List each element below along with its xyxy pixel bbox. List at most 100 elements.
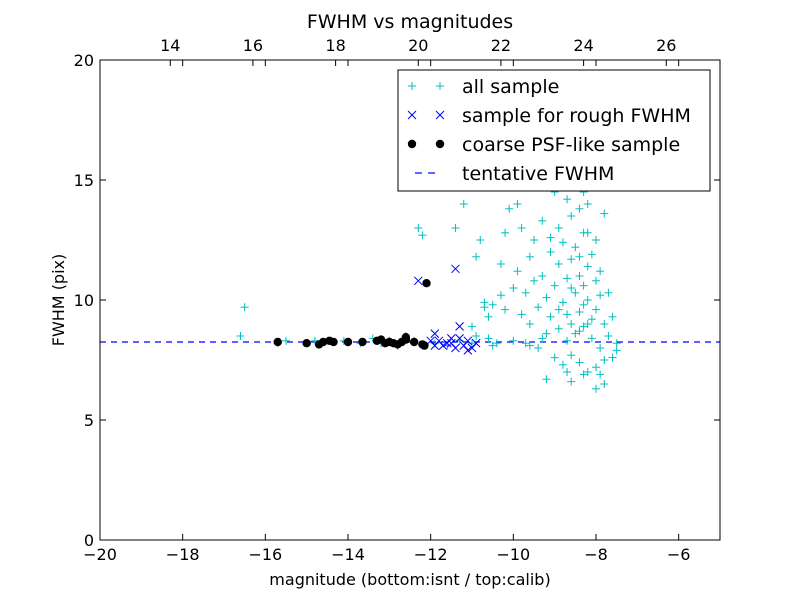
data-point xyxy=(563,274,572,283)
data-point xyxy=(451,224,460,232)
data-point xyxy=(273,337,282,347)
data-point xyxy=(612,346,621,355)
data-point xyxy=(592,384,600,393)
data-point xyxy=(451,343,460,353)
legend-swatch xyxy=(435,110,445,120)
legend-item: all sample xyxy=(408,76,559,98)
x-tick-label: −18 xyxy=(166,545,200,564)
top-x-tick-label: 22 xyxy=(491,36,511,55)
chart-title: FWHM vs magnitudes xyxy=(307,11,513,33)
data-point xyxy=(575,308,584,316)
data-point xyxy=(302,339,311,348)
data-point xyxy=(430,341,440,350)
x-tick-label: −14 xyxy=(331,545,365,564)
top-x-tick-label: 14 xyxy=(160,36,180,55)
data-point xyxy=(546,312,555,321)
data-point xyxy=(563,336,572,345)
legend: all sample sample for rough FWHM coarse PS… xyxy=(397,69,711,192)
data-point xyxy=(575,327,584,336)
data-point xyxy=(446,334,456,343)
data-point xyxy=(509,336,518,345)
y-tick-label: 10 xyxy=(74,291,94,310)
data-point xyxy=(468,339,476,348)
data-point xyxy=(517,310,526,319)
data-point xyxy=(600,356,609,364)
data-point xyxy=(558,360,567,369)
data-point xyxy=(451,264,460,274)
legend-item: sample for rough FWHM xyxy=(407,105,691,127)
data-point xyxy=(496,260,505,268)
data-point xyxy=(583,320,592,328)
data-point xyxy=(575,204,584,213)
data-point xyxy=(596,291,605,300)
legend-swatch xyxy=(407,110,417,120)
data-point xyxy=(401,333,411,342)
data-point xyxy=(343,337,353,347)
data-point xyxy=(513,200,522,208)
y-tick-label: 20 xyxy=(74,51,94,70)
data-point xyxy=(414,224,423,232)
data-point xyxy=(476,236,485,244)
series-layer xyxy=(236,128,621,393)
series-x xyxy=(413,264,481,355)
axes: −20 −18 −16 −14 −12 −10 −8 −6 0 5 10 15 20 14 16 18 20 22… xyxy=(74,36,720,564)
data-point xyxy=(538,334,547,343)
data-point xyxy=(472,332,481,340)
data-point xyxy=(418,231,427,240)
legend-label: all sample xyxy=(462,76,559,98)
top-x-tick-label: 18 xyxy=(325,36,345,55)
legend-swatch xyxy=(407,139,417,149)
data-point xyxy=(550,281,559,290)
data-point xyxy=(563,195,572,204)
data-point xyxy=(567,212,576,220)
data-point xyxy=(505,204,514,213)
data-point xyxy=(596,344,605,352)
x-tick-label: −8 xyxy=(584,545,608,564)
legend-swatch xyxy=(408,82,416,90)
data-point xyxy=(530,276,538,285)
data-point xyxy=(554,224,563,232)
x-tick-label: −10 xyxy=(496,545,530,564)
data-point xyxy=(600,320,609,328)
data-point xyxy=(546,248,555,256)
x-tick-label: −20 xyxy=(83,545,117,564)
data-point xyxy=(608,312,617,321)
data-point xyxy=(575,252,584,261)
data-point xyxy=(488,300,497,309)
data-point xyxy=(583,262,592,271)
data-point xyxy=(463,336,473,346)
data-point xyxy=(538,272,547,280)
data-point xyxy=(542,375,551,384)
data-point xyxy=(509,284,518,292)
data-point xyxy=(579,300,588,309)
data-point xyxy=(438,341,448,350)
data-point xyxy=(420,341,429,350)
data-point xyxy=(517,224,526,232)
data-point xyxy=(567,351,576,360)
data-point xyxy=(550,353,559,362)
data-point xyxy=(329,337,338,347)
data-point xyxy=(604,288,613,297)
data-point xyxy=(579,322,588,331)
data-point xyxy=(558,238,567,247)
data-point xyxy=(554,305,563,314)
y-tick-label: 5 xyxy=(84,411,94,430)
data-point xyxy=(430,329,440,338)
data-point xyxy=(583,368,592,376)
data-point xyxy=(567,377,576,386)
data-point xyxy=(484,312,493,321)
data-point xyxy=(459,200,468,208)
data-point xyxy=(587,315,596,324)
data-point xyxy=(583,296,592,304)
data-point xyxy=(538,216,547,225)
data-point xyxy=(534,344,543,352)
y-axis-label: FWHM (pix) xyxy=(49,254,68,347)
data-point xyxy=(525,320,534,328)
data-point xyxy=(480,298,489,307)
data-point xyxy=(600,380,609,388)
data-point xyxy=(587,250,596,259)
data-point xyxy=(592,236,600,244)
data-point xyxy=(563,368,572,376)
data-point xyxy=(575,272,584,280)
data-point xyxy=(567,255,576,264)
